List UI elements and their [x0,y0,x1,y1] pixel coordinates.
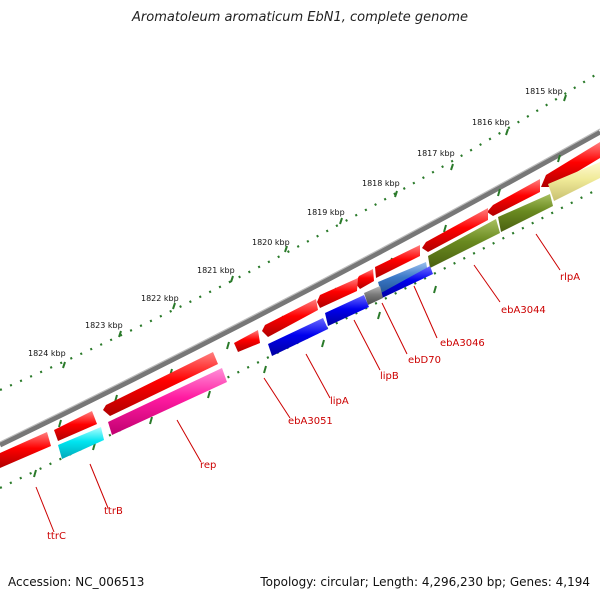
gene-feature[interactable] [0,432,51,468]
tick-label: 1817 kbp [417,149,455,158]
gene-label[interactable]: rlpA [560,272,580,283]
accession-text: Accession: NC_006513 [8,575,145,589]
gene-feature[interactable] [262,299,318,337]
tick-label: 1821 kbp [197,266,235,275]
gene-label[interactable]: ebA3046 [440,338,485,349]
gene-feature[interactable] [498,194,553,232]
gene-label[interactable]: lipB [380,371,399,382]
genome-backbone-highlight [0,128,600,443]
gene-labels: rlpA ebA3044 ebA3046 ebD70 lipB lipA ebA… [47,272,580,542]
gene-feature[interactable] [378,262,428,296]
gene-feature[interactable] [375,245,420,278]
gene-feature[interactable] [355,269,374,289]
gene-feature[interactable] [234,330,260,352]
tick-labels: 1815 kbp 1816 kbp 1817 kbp 1818 kbp 1819… [28,87,563,358]
map-title: Aromatoleum aromaticum EbN1, complete ge… [132,10,468,25]
label-leaders [35,233,561,533]
tick-marks [33,94,567,478]
gene-label[interactable]: ttrB [104,506,123,517]
gene-label[interactable]: lipA [330,396,349,407]
gene-feature[interactable] [325,295,369,326]
gene-feature[interactable] [108,368,227,435]
genome-backbone [0,129,600,448]
forward-genes [0,142,600,468]
gene-feature[interactable] [381,266,433,298]
gene-label[interactable]: ebA3051 [288,416,333,427]
gene-feature[interactable] [103,352,218,416]
tick-label: 1818 kbp [362,179,400,188]
tick-label: 1820 kbp [252,238,290,247]
gene-label[interactable]: ebD70 [408,355,441,366]
gene-feature[interactable] [548,162,600,201]
gene-feature[interactable] [364,286,383,305]
genome-summary-text: Topology: circular; Length: 4,296,230 bp… [260,575,590,589]
gene-label[interactable]: ttrC [47,531,66,542]
gene-feature[interactable] [58,427,104,459]
gene-feature[interactable] [541,142,600,187]
gene-feature[interactable] [268,318,328,356]
gene-feature[interactable] [317,278,358,308]
reverse-genes [58,162,600,459]
gene-feature[interactable] [487,179,540,216]
tick-label: 1824 kbp [28,349,66,358]
tick-label: 1822 kbp [141,294,179,303]
gene-feature[interactable] [428,219,500,268]
tick-label: 1816 kbp [472,118,510,127]
gene-feature[interactable] [422,208,488,252]
tick-label: 1823 kbp [85,321,123,330]
tick-label: 1819 kbp [307,208,345,217]
gene-feature[interactable] [54,411,97,441]
gene-label[interactable]: rep [200,460,216,471]
tick-label: 1815 kbp [525,87,563,96]
gene-label[interactable]: ebA3044 [501,305,546,316]
